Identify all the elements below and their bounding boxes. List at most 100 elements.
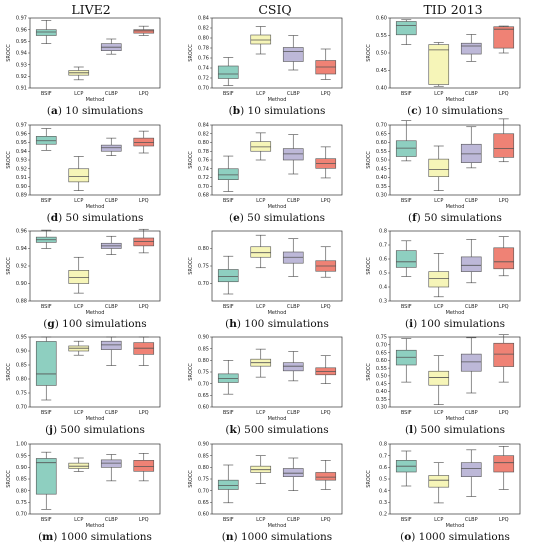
iqr-box: [460, 462, 482, 477]
box-bsif: [395, 338, 417, 383]
x-tick-label: BSIF: [401, 410, 412, 416]
y-tick-label: 0.8: [379, 229, 387, 235]
y-tick-label: 0.55: [376, 33, 387, 39]
subplot-letter: j: [48, 424, 53, 436]
subplot-letter: n: [226, 531, 234, 543]
y-tick-label: 0.60: [198, 405, 209, 411]
plot-frame: [29, 336, 161, 408]
iqr-box: [428, 158, 450, 177]
y-tick-label: 0.94: [16, 149, 27, 155]
y-tick-label: 0.76: [198, 158, 209, 164]
box-bsif: [395, 120, 417, 162]
x-tick-label: CLBP: [287, 517, 300, 523]
y-tick-label: 0.3: [379, 500, 387, 506]
subplot-g: 0.88 0.90 0.92 0.94 0.96 SROCC BSIF LCP CLBP LPQ M…: [6, 229, 161, 330]
x-axis-label: Method: [446, 523, 465, 529]
y-tick-label: 0.50: [376, 158, 387, 164]
x-tick-label: CLBP: [105, 517, 118, 523]
x-tick-label: CLBP: [105, 198, 118, 204]
y-tick-label: 0.96: [16, 131, 27, 137]
y-tick-label: 0.90: [198, 335, 209, 341]
box-lpq: [133, 453, 155, 482]
x-tick-label: CLBP: [105, 304, 118, 310]
y-tick-label: 0.6: [379, 465, 387, 471]
x-tick-label: LPQ: [499, 198, 509, 204]
plot-frame: [389, 443, 521, 515]
y-tick-label: 0.55: [376, 366, 387, 372]
y-tick-label: 0.40: [376, 389, 387, 395]
subplot-n: 0.60 0.65 0.70 0.75 0.80 0.85 0.90 SROCC BSIF LCP…: [188, 442, 343, 543]
x-tick-label: LCP: [74, 517, 83, 523]
y-tick-label: 0.93: [16, 62, 27, 68]
box-lpq: [315, 146, 337, 179]
y-tick-label: 0.80: [198, 246, 209, 252]
y-tick-label: 0.70: [376, 123, 387, 129]
subplot-letter: e: [233, 212, 240, 224]
box-lpq: [493, 25, 515, 54]
y-tick-label: 0.95: [16, 335, 27, 341]
iqr-box: [133, 137, 155, 147]
x-tick-label: LCP: [74, 304, 83, 310]
y-tick-label: 0.5: [379, 477, 387, 483]
box-lcp: [428, 462, 450, 504]
subplot-caption: (o) 1000 simulations: [400, 531, 510, 543]
subplot-letter: c: [411, 105, 417, 117]
y-tick-label: 0.85: [16, 477, 27, 483]
box-lcp: [250, 132, 272, 161]
subplot-j: 0.70 0.75 0.80 0.85 0.90 0.95 SROCC BSIF LCP CLBP…: [6, 335, 161, 436]
y-tick-label: 0.78: [198, 46, 209, 52]
y-tick-label: 0.7: [379, 453, 387, 459]
subplot-e: 0.68 0.70 0.72 0.74 0.76 0.78 0.80 0.82 0.84 SROC…: [188, 123, 343, 224]
y-tick-label: 0.85: [198, 453, 209, 459]
subplot-caption: (e) 50 simulations: [229, 212, 325, 224]
iqr-box: [100, 459, 122, 468]
subplot-letter: g: [47, 318, 55, 330]
y-tick-label: 0.72: [198, 76, 209, 82]
x-tick-label: LPQ: [499, 304, 509, 310]
x-axis-label: Method: [86, 523, 105, 529]
y-axis-label: SROCC: [188, 363, 194, 381]
box-clbp: [100, 137, 122, 156]
y-tick-label: 0.80: [198, 36, 209, 42]
box-bsif: [217, 57, 239, 86]
subplot-m: 0.70 0.75 0.80 0.85 0.90 0.95 1.00 SROCC BSIF LCP…: [6, 442, 161, 543]
box-bsif: [35, 128, 57, 151]
box-lpq: [133, 336, 155, 366]
iqr-box: [315, 472, 337, 481]
y-tick-label: 0.90: [16, 184, 27, 190]
x-tick-label: BSIF: [223, 304, 234, 310]
subplot-caption: (f) 50 simulations: [408, 212, 502, 224]
y-tick-label: 0.91: [16, 86, 27, 92]
column-title-csiq: CSIQ: [258, 2, 292, 17]
y-tick-label: 0.60: [376, 140, 387, 146]
y-tick-label: 0.82: [198, 131, 209, 137]
y-tick-label: 0.60: [376, 358, 387, 364]
x-tick-label: BSIF: [41, 517, 52, 523]
subplot-letter: i: [409, 318, 413, 330]
y-axis-label: SROCC: [366, 363, 372, 381]
subplot-letter: d: [51, 212, 59, 224]
subplot-caption: (i) 100 simulations: [405, 318, 505, 330]
x-tick-label: CLBP: [465, 410, 478, 416]
x-tick-label: LCP: [256, 304, 265, 310]
y-tick-label: 0.35: [376, 184, 387, 190]
box-clbp: [100, 235, 122, 255]
x-tick-label: LPQ: [499, 517, 509, 523]
box-bsif: [395, 19, 417, 45]
subplot-letter: m: [42, 531, 53, 543]
y-tick-label: 0.92: [16, 74, 27, 80]
plot-frame: [389, 336, 521, 408]
y-axis-label: SROCC: [366, 257, 372, 275]
subplot-caption: (m) 1000 simulations: [38, 531, 152, 543]
x-axis-label: Method: [268, 416, 287, 422]
iqr-box: [282, 468, 304, 477]
y-tick-label: 0.50: [376, 51, 387, 57]
y-tick-label: 0.68: [198, 193, 209, 199]
y-tick-label: 0.75: [198, 370, 209, 376]
y-tick-label: 0.74: [198, 166, 209, 172]
subplot-k: 0.60 0.65 0.70 0.75 0.80 0.85 0.90 SROCC BSIF LCP…: [188, 335, 343, 436]
iqr-box: [217, 479, 239, 490]
y-axis-label: SROCC: [6, 151, 12, 169]
subplot-letter: l: [409, 424, 413, 436]
subplot-caption: (d) 50 simulations: [47, 212, 144, 224]
